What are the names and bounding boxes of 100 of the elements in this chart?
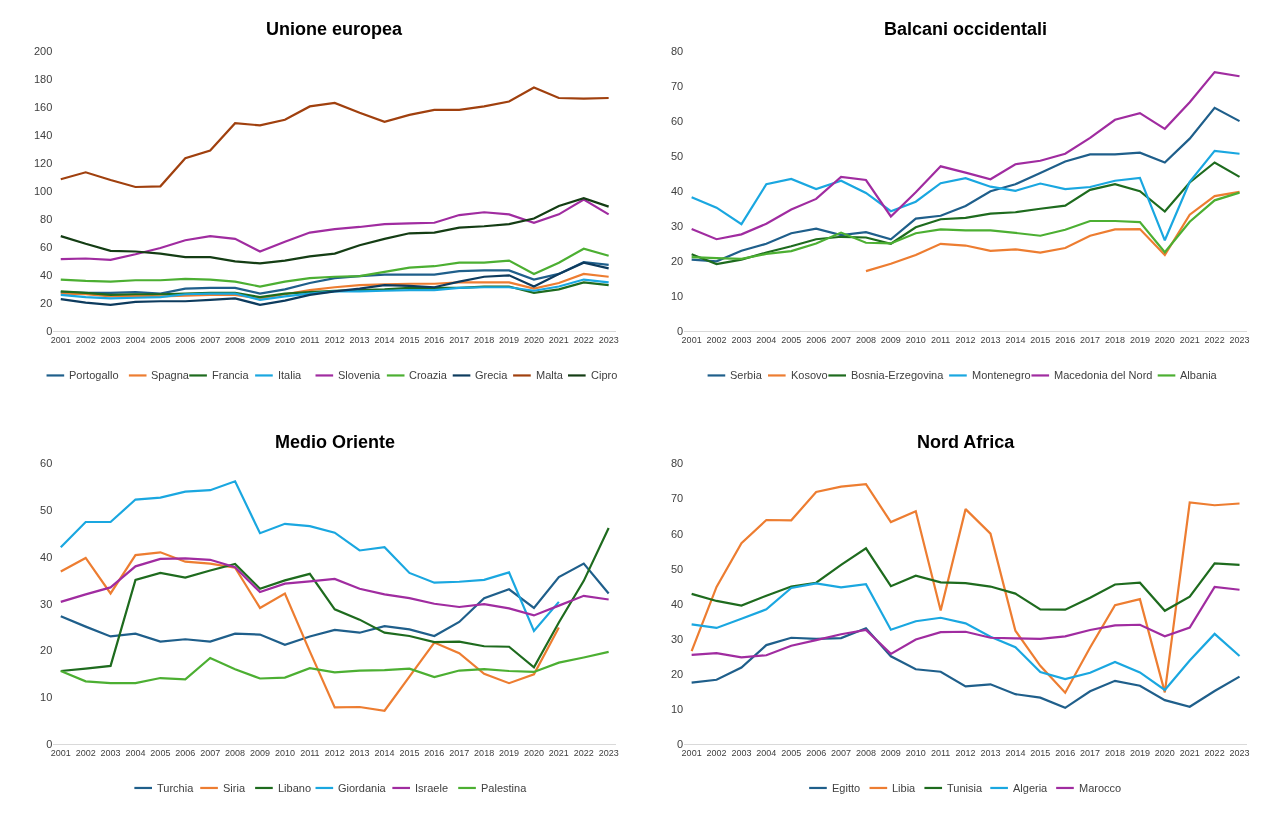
x-tick-label: 2010 (905, 335, 926, 346)
x-tick-label: 2004 (756, 747, 777, 758)
x-tick-label: 2013 (349, 335, 370, 346)
x-tick-label: 2021 (548, 335, 569, 346)
x-tick-label: 2009 (880, 747, 901, 758)
x-tick-label: 2020 (523, 335, 544, 346)
legend-label: Libano (278, 782, 312, 794)
y-tick-label: 10 (40, 691, 53, 704)
x-tick-label: 2021 (548, 747, 569, 758)
legend-label: Tunisia (947, 782, 983, 794)
x-tick-label: 2005 (781, 335, 802, 346)
x-tick-label: 2016 (1055, 747, 1076, 758)
legend-label: Kosovo (791, 369, 828, 381)
line-series (690, 627, 1241, 709)
line-series (59, 557, 610, 617)
x-tick-label: 2005 (150, 747, 171, 758)
x-tick-label: 2007 (200, 747, 221, 758)
legend-label: Siria (223, 782, 246, 794)
x-tick-label: 2016 (1055, 335, 1076, 346)
legend-label: Bosnia-Erzegovina (851, 369, 945, 381)
x-tick-label: 2006 (806, 747, 827, 758)
y-tick-label: 140 (33, 129, 53, 141)
legend-label: Francia (212, 369, 250, 381)
x-tick-label: 2012 (324, 335, 345, 346)
line-series (690, 585, 1241, 659)
y-tick-label: 20 (670, 255, 684, 268)
y-tick-label: 50 (670, 150, 684, 163)
y-tick-label: 0 (46, 737, 53, 750)
line-series (690, 161, 1241, 266)
x-tick-label: 2023 (598, 335, 619, 346)
x-tick-label: 2022 (573, 335, 594, 346)
x-tick-label: 2020 (1154, 335, 1175, 346)
x-tick-label: 2001 (50, 747, 71, 758)
y-tick-label: 0 (677, 325, 684, 338)
y-tick-label: 30 (670, 632, 684, 645)
legend-label: Grecia (475, 369, 509, 381)
x-tick-label: 2008 (225, 747, 246, 758)
x-tick-label: 2020 (1154, 747, 1175, 758)
x-tick-label: 2013 (980, 747, 1001, 758)
y-tick-label: 20 (670, 667, 684, 680)
y-tick-label: 40 (670, 185, 684, 198)
y-tick-label: 10 (670, 702, 684, 715)
x-tick-label: 2021 (1179, 335, 1200, 346)
y-tick-label: 20 (40, 644, 53, 657)
x-tick-label: 2021 (1179, 747, 1200, 758)
x-tick-label: 2012 (324, 747, 345, 758)
y-tick-label: 70 (670, 79, 684, 92)
x-tick-label: 2023 (1229, 335, 1250, 346)
y-tick-label: 120 (33, 157, 53, 170)
x-tick-label: 2011 (931, 747, 951, 758)
line-series (690, 149, 1241, 242)
y-tick-label: 30 (40, 597, 53, 610)
legend-label: Serbia (730, 369, 763, 381)
y-tick-label: 200 (33, 44, 53, 57)
legend-label: Albania (1180, 369, 1218, 381)
x-tick-label: 2008 (225, 335, 246, 346)
legend-label: Slovenia (338, 369, 382, 381)
x-tick-label: 2007 (200, 335, 221, 346)
line-series (690, 483, 1241, 694)
x-tick-label: 2010 (905, 747, 926, 758)
line-series (59, 551, 560, 712)
line-series (690, 106, 1241, 263)
line-series (59, 247, 610, 288)
line-series (690, 70, 1241, 241)
y-tick-label: 20 (40, 297, 53, 310)
chart-title: Unione europea (266, 19, 404, 39)
y-tick-label: 70 (670, 492, 684, 505)
x-tick-label: 2011 (931, 335, 951, 346)
x-tick-label: 2015 (399, 747, 420, 758)
x-tick-label: 2003 (100, 747, 121, 758)
y-tick-label: 60 (670, 114, 684, 127)
chart-title: Medio Oriente (275, 432, 396, 452)
x-tick-label: 2002 (75, 747, 96, 758)
y-tick-label: 60 (670, 527, 684, 540)
x-tick-label: 2017 (1080, 335, 1101, 346)
x-tick-label: 2016 (424, 747, 445, 758)
y-tick-label: 180 (33, 72, 53, 85)
x-tick-label: 2006 (806, 335, 827, 346)
y-tick-label: 0 (46, 325, 53, 338)
x-tick-label: 2009 (249, 747, 271, 758)
legend-label: Malta (536, 369, 564, 381)
x-tick-label: 2022 (1204, 335, 1225, 346)
x-tick-label: 2019 (499, 747, 520, 758)
x-tick-label: 2007 (831, 747, 852, 758)
line-series (59, 526, 610, 673)
y-tick-label: 80 (670, 44, 684, 57)
line-series (59, 261, 610, 306)
x-tick-label: 2018 (474, 747, 495, 758)
y-tick-label: 40 (40, 269, 53, 282)
x-tick-label: 2019 (1129, 335, 1150, 346)
y-tick-label: 160 (33, 100, 53, 113)
legend-label: Marocco (1079, 782, 1122, 794)
x-tick-label: 2022 (573, 747, 594, 758)
x-tick-label: 2005 (150, 335, 171, 346)
line-series (59, 650, 610, 685)
x-tick-label: 2014 (1005, 335, 1026, 346)
x-tick-label: 2002 (706, 335, 727, 346)
x-tick-label: 2017 (1080, 747, 1101, 758)
chart-title: Nord Africa (917, 432, 1016, 452)
x-tick-label: 2009 (880, 335, 901, 346)
